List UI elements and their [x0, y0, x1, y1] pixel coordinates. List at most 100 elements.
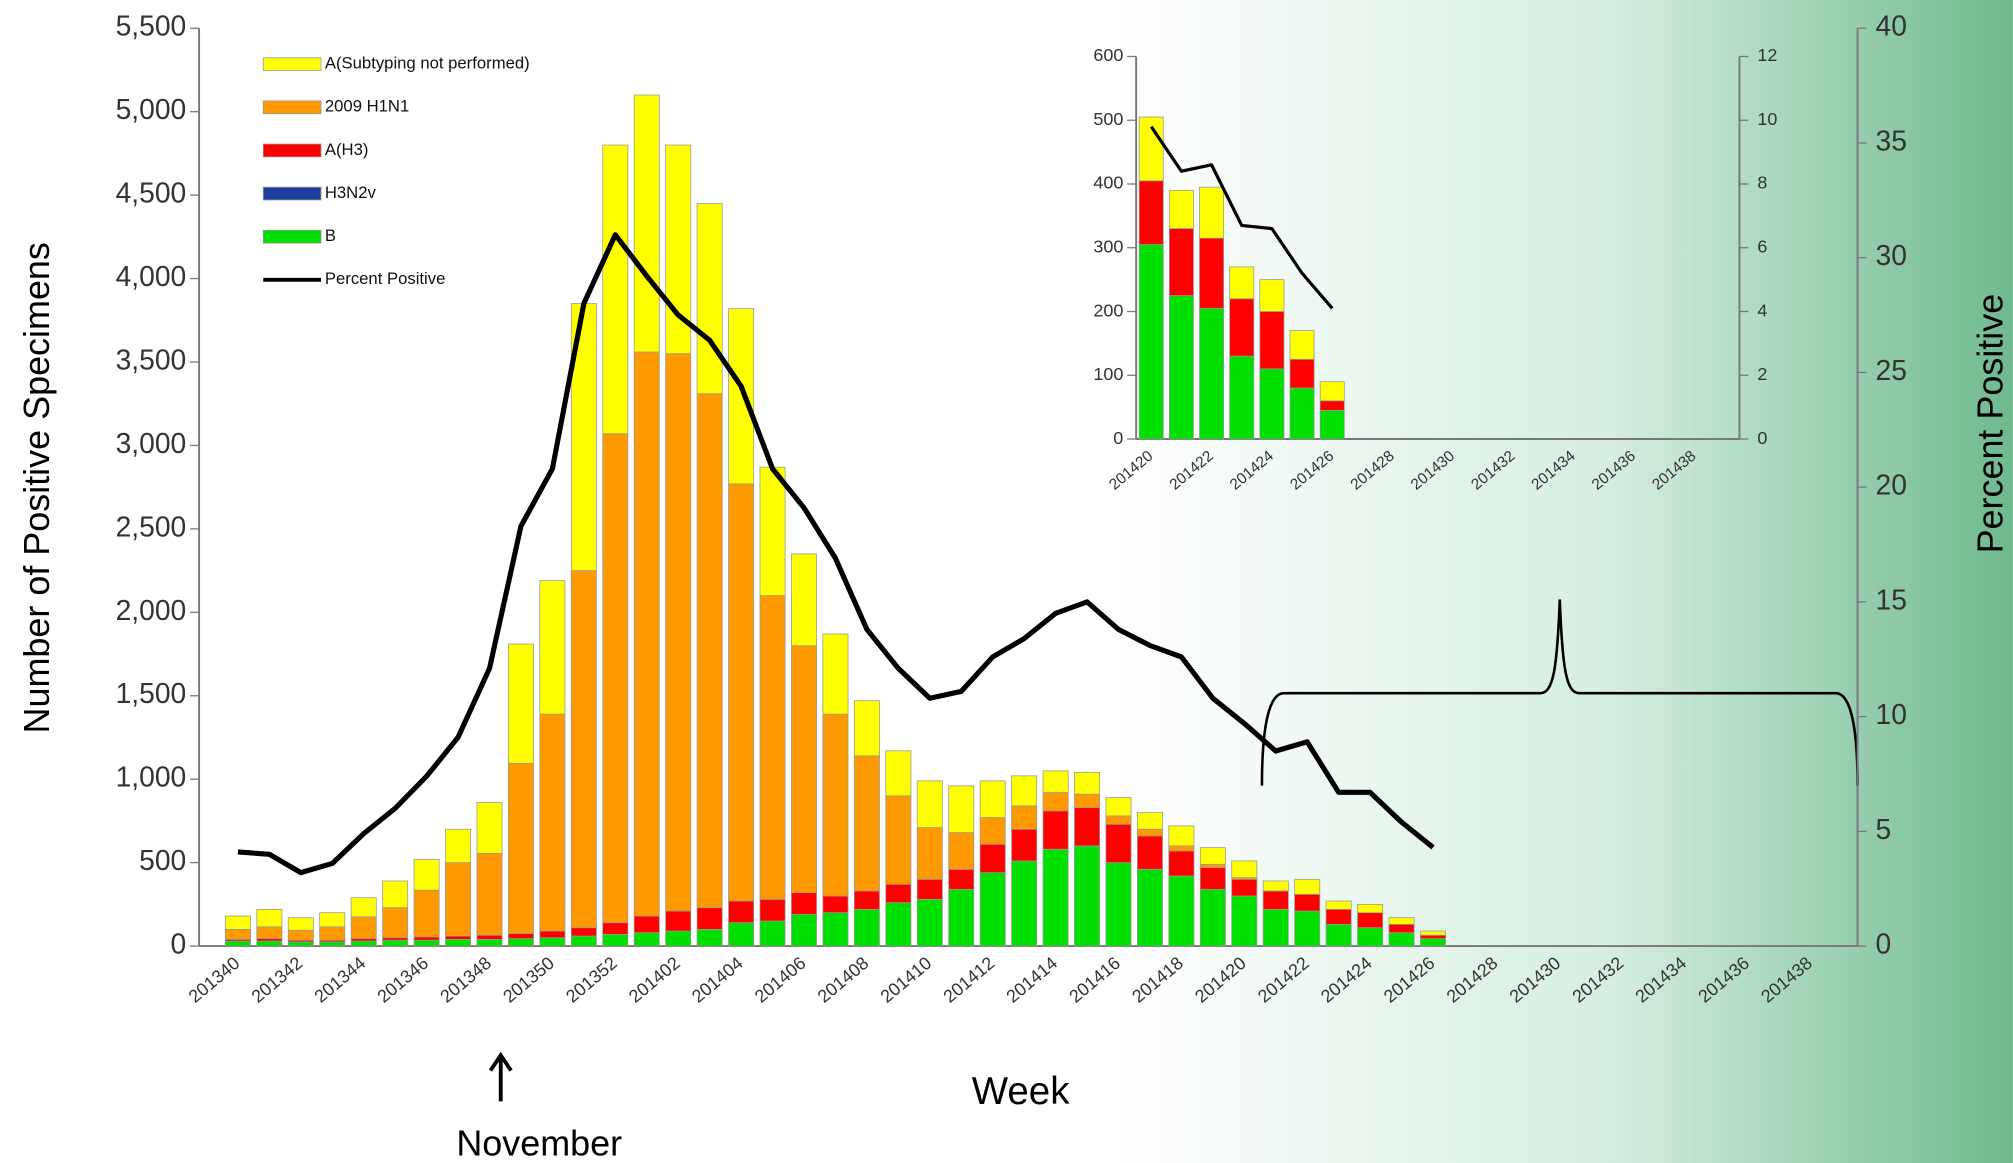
bar-segment — [1136, 812, 1163, 830]
bar-segment — [507, 933, 534, 939]
y-tick-label: 5,500 — [116, 10, 187, 42]
bar-segment — [1357, 912, 1384, 929]
bar-segment — [1199, 888, 1226, 947]
bar-segment — [287, 941, 314, 947]
bar-segment — [507, 938, 534, 947]
bar-segment — [350, 897, 377, 918]
legend-swatch — [262, 186, 322, 201]
bar-segment — [696, 928, 723, 947]
bar-segment — [476, 939, 503, 947]
y2-tick-label: 0 — [1757, 428, 1767, 448]
y-tick-label: 2,000 — [116, 594, 187, 626]
bar-segment — [916, 827, 943, 880]
bar-segment — [1319, 409, 1345, 440]
y2-tick-label: 40 — [1876, 10, 1907, 42]
bar-segment — [1074, 845, 1101, 947]
bar-segment — [1231, 860, 1258, 879]
bar-segment — [1074, 807, 1101, 847]
y-axis-label: Number of Positive Specimens — [16, 242, 57, 733]
bar-segment — [256, 926, 283, 939]
bar-segment — [602, 922, 629, 935]
y-tick-label: 3,000 — [116, 427, 187, 459]
bar-segment — [853, 890, 880, 910]
bar-segment — [791, 892, 817, 915]
bar-segment — [350, 940, 377, 947]
bar-segment — [319, 912, 346, 928]
y-tick-label: 0 — [1113, 428, 1123, 448]
bar-segment — [445, 935, 472, 940]
bar-segment — [696, 393, 723, 909]
brace — [1260, 599, 1859, 786]
bar-segment — [256, 940, 283, 947]
bar-segment — [665, 353, 692, 912]
bar-segment — [885, 883, 912, 904]
legend-label: 2009 H1N1 — [325, 97, 409, 116]
bar-segment — [1168, 825, 1195, 847]
bar-segment — [885, 750, 912, 797]
y2-tick-label: 30 — [1876, 239, 1907, 271]
bar-segment — [507, 762, 534, 934]
bar-segment — [319, 926, 346, 941]
bar-segment — [1199, 307, 1225, 440]
bar-segment — [445, 939, 472, 947]
bar-segment — [413, 939, 440, 947]
bar-segment — [319, 941, 346, 947]
bar-segment — [1168, 228, 1194, 296]
bar-segment — [728, 922, 755, 947]
legend-label: H3N2v — [325, 183, 377, 202]
bar-segment — [570, 570, 597, 929]
bar-segment — [885, 795, 912, 885]
bar-segment — [1229, 355, 1255, 440]
bar-segment — [885, 902, 912, 947]
y2-tick-label: 25 — [1876, 354, 1907, 386]
bar-segment — [602, 144, 629, 435]
bar-segment — [1105, 823, 1132, 864]
bar-segment — [476, 934, 503, 940]
bar-segment — [1325, 908, 1352, 925]
bar-segment — [916, 878, 943, 900]
y-tick-label: 200 — [1093, 300, 1123, 320]
bar-segment — [382, 907, 409, 939]
y-tick-label: 5,000 — [116, 93, 187, 125]
bar-segment — [1420, 930, 1446, 936]
bar-segment — [728, 483, 755, 902]
bar-segment — [759, 898, 786, 922]
y2-tick-label: 8 — [1757, 173, 1767, 193]
bar-segment — [853, 700, 880, 757]
bar-segment — [1319, 381, 1345, 402]
bar-segment — [853, 755, 880, 892]
bar-segment — [382, 939, 409, 947]
bar-segment — [539, 937, 566, 947]
bar-segment — [633, 915, 660, 934]
bar-segment — [1388, 932, 1415, 947]
bar-segment — [570, 935, 597, 947]
annotation: November — [456, 1122, 622, 1163]
bar-segment — [507, 643, 534, 764]
bar-segment — [1042, 810, 1069, 850]
y-tick-label: 1,000 — [116, 761, 187, 793]
legend-label: A(H3) — [325, 140, 369, 159]
bar-segment — [633, 932, 660, 947]
bar-segment — [1168, 189, 1194, 230]
bar-segment — [1011, 805, 1038, 830]
bar-segment — [1420, 938, 1446, 947]
bar-segment — [445, 862, 472, 937]
bar-segment — [791, 553, 817, 647]
bar-segment — [822, 633, 849, 715]
bar-segment — [1231, 895, 1258, 947]
y-tick-label: 600 — [1093, 45, 1123, 65]
bar-segment — [1199, 186, 1225, 239]
y2-tick-label: 5 — [1876, 813, 1892, 845]
bar-segment — [1259, 311, 1285, 370]
y-tick-label: 0 — [171, 928, 187, 960]
y2-axis-label: Percent Positive — [1970, 294, 2011, 554]
bar-segment — [791, 913, 817, 947]
bar-segment — [1388, 917, 1415, 925]
bar-segment — [1074, 793, 1101, 808]
bar-segment — [948, 868, 975, 890]
bar-segment — [759, 920, 786, 947]
bar-segment — [948, 832, 975, 870]
bar-segment — [979, 780, 1006, 818]
